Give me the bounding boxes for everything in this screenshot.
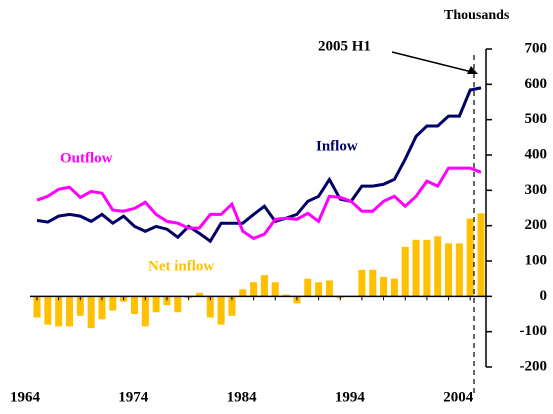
bar — [76, 296, 84, 316]
bar — [130, 296, 138, 314]
y-tick-label: 200 — [525, 217, 548, 233]
bar — [239, 289, 247, 297]
y-tick-label: 500 — [525, 111, 548, 127]
bar — [445, 243, 453, 297]
x-tick-label: 1964 — [10, 389, 41, 405]
line — [36, 166, 482, 241]
x-tick-label: 2004 — [443, 389, 474, 405]
annotation-arrow — [391, 51, 473, 73]
bar — [358, 269, 366, 297]
bar — [304, 278, 312, 297]
y-tick-label: -200 — [520, 358, 548, 374]
y-axis-label: Thousands — [444, 8, 510, 23]
bar — [217, 296, 225, 325]
bar — [250, 282, 258, 297]
bar — [109, 296, 117, 311]
bar — [271, 282, 279, 297]
y-tick-label: 700 — [525, 40, 548, 56]
bar — [282, 294, 290, 297]
bar — [380, 276, 388, 297]
y-tick-label: 400 — [525, 146, 548, 162]
bar — [390, 278, 398, 297]
y-tick-label: 600 — [525, 76, 548, 92]
bar — [315, 282, 323, 297]
bar — [33, 296, 41, 318]
bar — [163, 296, 171, 306]
bar — [152, 296, 160, 313]
bar — [434, 236, 442, 297]
bar — [206, 296, 214, 318]
bar — [65, 296, 73, 327]
line — [36, 86, 482, 244]
bar — [325, 280, 333, 297]
bar — [87, 296, 95, 329]
bar — [228, 296, 236, 316]
series-label: Inflow — [316, 138, 358, 154]
bar — [55, 296, 63, 327]
x-tick-label: 1994 — [335, 389, 366, 405]
x-tick-label: 1974 — [118, 389, 149, 405]
y-tick-label: 300 — [525, 182, 548, 198]
series-label: Net inflow — [148, 258, 214, 274]
y-tick-label: 100 — [525, 252, 548, 268]
y-tick-label: 0 — [540, 288, 548, 304]
bar — [174, 296, 182, 313]
annotation: 2005 H1 — [318, 38, 371, 54]
bar — [260, 275, 268, 297]
bar — [423, 239, 431, 297]
bar — [401, 246, 409, 297]
bar — [477, 213, 485, 297]
bar — [369, 269, 377, 297]
series-label: Outflow — [60, 150, 113, 166]
bar — [195, 292, 203, 297]
y-tick-label: -100 — [520, 323, 548, 339]
bar — [466, 218, 474, 297]
bar — [141, 296, 149, 327]
bar — [98, 296, 106, 320]
arrow-head — [467, 66, 478, 74]
bar — [44, 296, 52, 325]
bar — [455, 243, 463, 297]
bar — [412, 239, 420, 297]
x-tick-label: 1984 — [227, 389, 258, 405]
